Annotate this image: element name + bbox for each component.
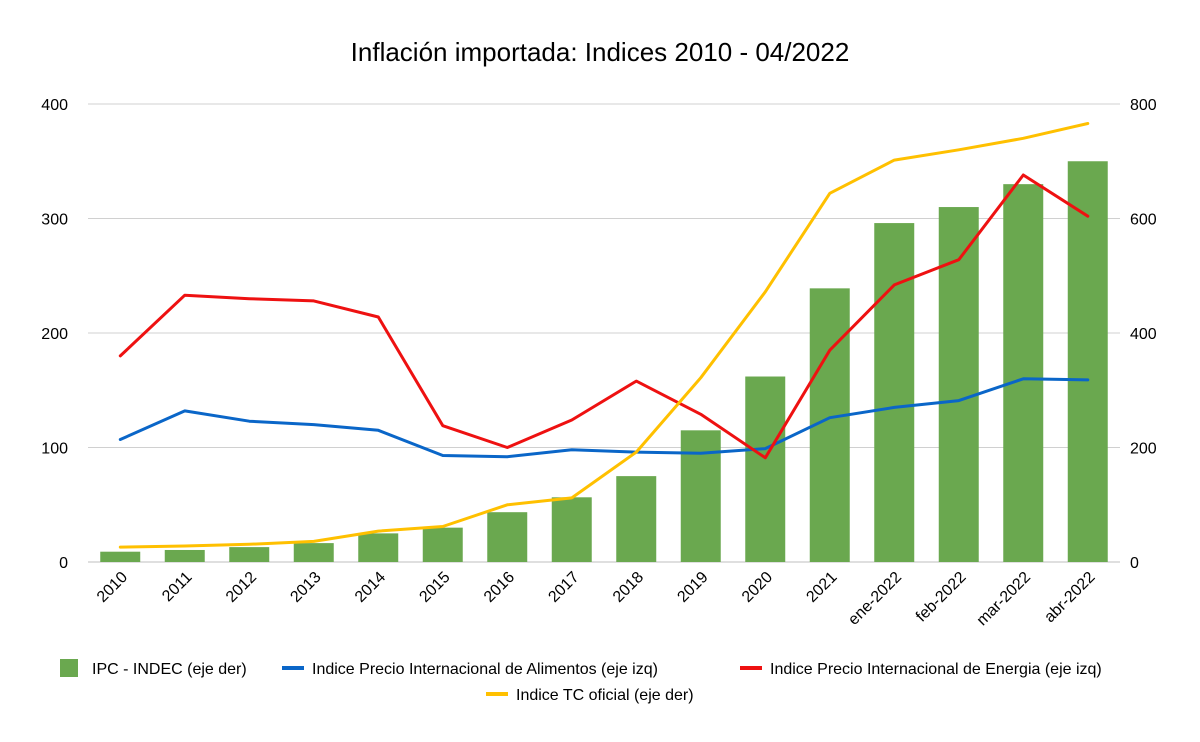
x-tick-label: 2017 — [545, 569, 582, 606]
legend-item: IPC - INDEC (eje der) — [60, 659, 247, 678]
x-tick-label: mar-2022 — [974, 569, 1035, 630]
chart-title: Inflación importada: Indices 2010 - 04/2… — [351, 37, 850, 67]
bar — [422, 527, 463, 562]
bar — [1003, 184, 1044, 562]
legend-label: Indice Precio Internacional de Energia (… — [770, 661, 1102, 678]
y-right-tick-label: 400 — [1130, 326, 1157, 343]
bar — [1067, 161, 1108, 562]
bar — [100, 551, 141, 562]
y-right-tick-label: 0 — [1130, 555, 1139, 572]
x-tick-label: 2010 — [94, 569, 131, 606]
bar — [293, 543, 334, 562]
y-right-tick-label: 600 — [1130, 212, 1157, 229]
x-tick-label: feb-2022 — [913, 569, 970, 626]
bar-series — [100, 161, 1108, 563]
x-tick-label: 2021 — [803, 569, 840, 606]
bar — [164, 549, 205, 562]
bar — [487, 512, 528, 562]
x-tick-label: 2019 — [674, 569, 711, 606]
x-tick-label: 2015 — [416, 569, 453, 606]
bar — [551, 497, 592, 562]
x-tick-label: 2013 — [287, 569, 324, 606]
x-tick-label: 2020 — [739, 569, 776, 606]
legend-label: Indice TC oficial (eje der) — [516, 687, 694, 704]
y-left-tick-label: 0 — [59, 555, 68, 572]
x-tick-label: ene-2022 — [845, 569, 905, 629]
x-tick-label: 2012 — [223, 569, 260, 606]
series-line — [118, 173, 1090, 460]
y-left-tick-label: 100 — [41, 441, 68, 458]
y-right-tick-label: 200 — [1130, 441, 1157, 458]
legend-item: Indice Precio Internacional de Energia (… — [740, 661, 1102, 678]
x-tick-label: 2011 — [159, 569, 195, 605]
legend-label: IPC - INDEC (eje der) — [92, 661, 247, 678]
legend: IPC - INDEC (eje der) Indice Precio Inter… — [60, 659, 1102, 704]
line-series — [118, 122, 1090, 549]
x-tick-label: abr-2022 — [1041, 569, 1098, 626]
axes: 0 100 200 300 400 0 200 400 600 800 2010 2011 2012 20… — [41, 97, 1157, 629]
bar — [229, 547, 270, 562]
y-left-tick-label: 400 — [41, 97, 68, 114]
bar — [616, 476, 657, 562]
bar — [745, 376, 786, 562]
bar — [680, 430, 721, 562]
series-line — [118, 122, 1090, 549]
x-tick-label: 2018 — [610, 569, 647, 606]
legend-item: Indice TC oficial (eje der) — [486, 687, 694, 704]
bar — [358, 533, 399, 562]
legend-item: Indice Precio Internacional de Alimentos… — [282, 661, 658, 678]
y-left-tick-label: 200 — [41, 326, 68, 343]
y-right-tick-label: 800 — [1130, 97, 1157, 114]
x-tick-label: 2014 — [352, 569, 389, 606]
legend-swatch — [60, 659, 78, 677]
x-tick-label: 2016 — [481, 569, 518, 606]
bar — [874, 223, 915, 562]
series-line — [118, 377, 1090, 459]
y-left-tick-label: 300 — [41, 212, 68, 229]
legend-label: Indice Precio Internacional de Alimentos… — [312, 661, 658, 678]
